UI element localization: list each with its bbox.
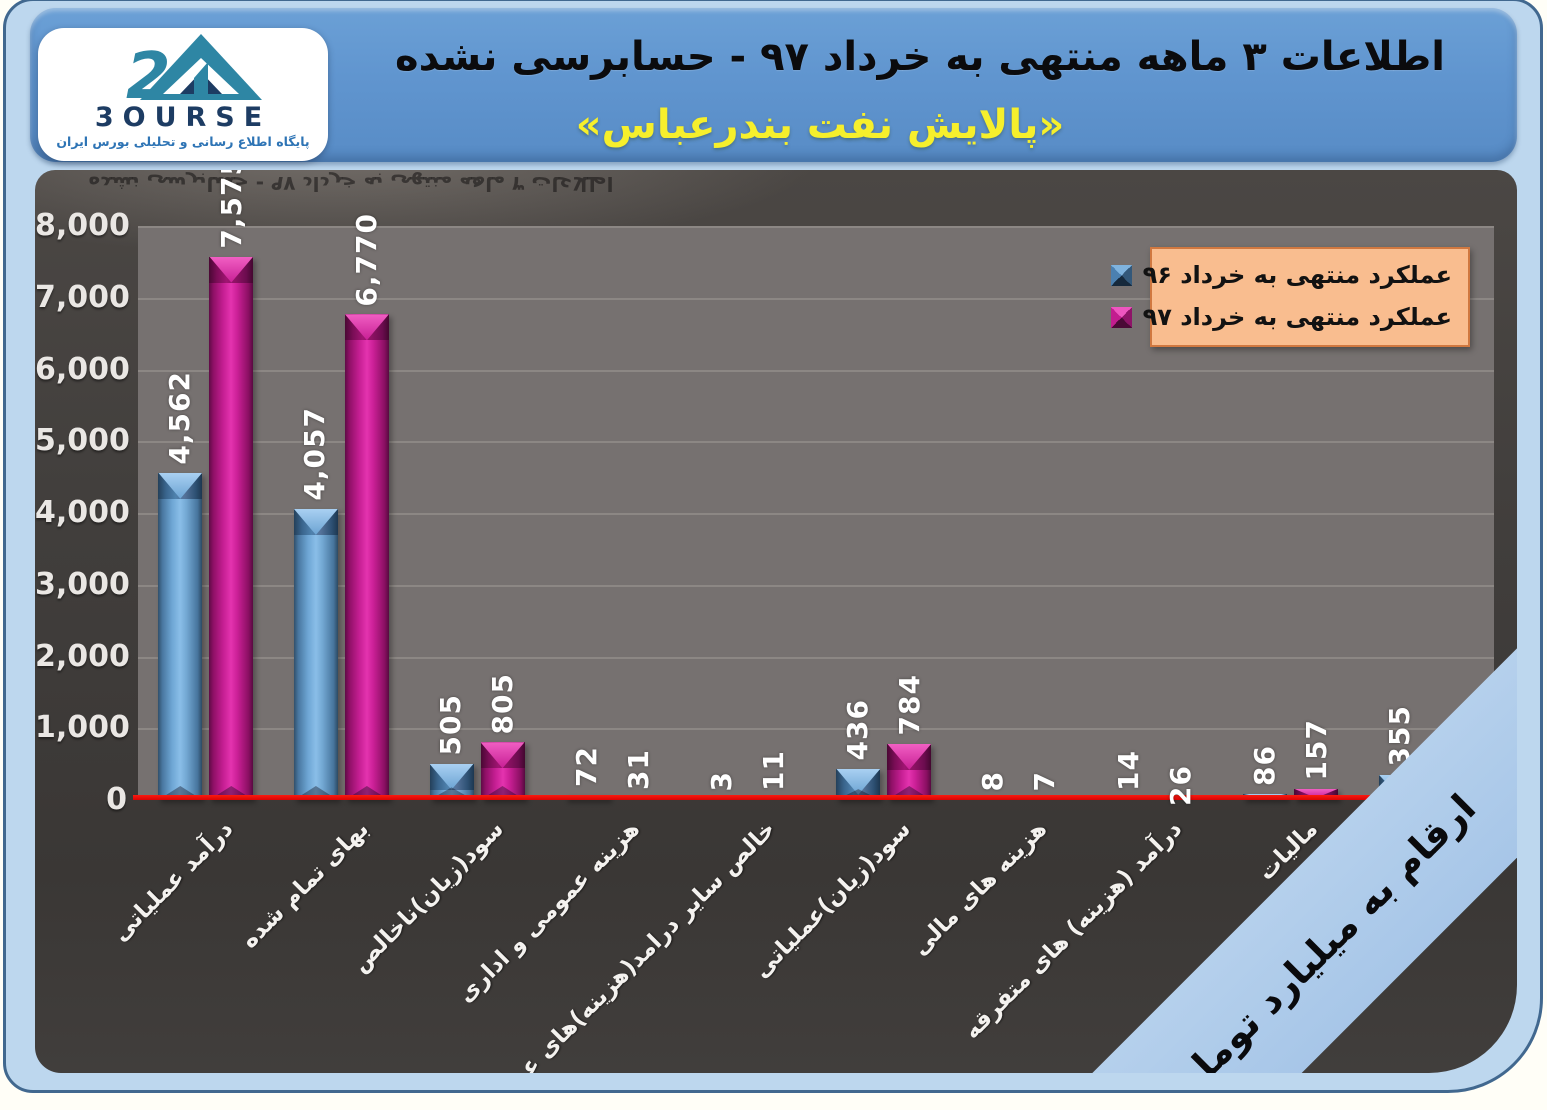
bar-pyramid-base	[836, 789, 881, 800]
bourse24-tagline: پایگاه اطلاع رسانی و تحلیلی بورس ایران	[56, 134, 310, 149]
bar-pyramid-cap	[1294, 788, 1339, 798]
bourse24-brand-text: 3OURSE	[94, 102, 272, 133]
value-label-96-4: 72	[569, 745, 603, 787]
value-label-96-1: 4,562	[162, 371, 196, 465]
bar-97-6	[887, 743, 932, 800]
bourse24-logo: 2 3OURSE پایگاه اطلاع رسانی و تحلیلی بور…	[38, 28, 328, 161]
units-ribbon-text: ارقام به میلیارد تومان	[1161, 785, 1485, 1073]
y-tick-6,000: 6,000	[35, 351, 130, 387]
bar-pyramid-cap	[480, 742, 525, 769]
bar-pyramid-cap	[344, 314, 389, 341]
value-label-96-5: 3	[705, 771, 739, 792]
y-tick-7,000: 7,000	[35, 279, 130, 315]
y-tick-0: 0	[106, 782, 127, 817]
page-subtitle: «پالایش نفت بندرعباس»	[575, 102, 1065, 148]
legend-label-96: عملکرد منتهی به خرداد ۹۶	[1142, 261, 1452, 289]
gridline-3,000	[138, 584, 1494, 587]
bar-96-2	[293, 508, 338, 800]
value-label-96-2: 4,057	[298, 407, 332, 501]
value-label-96-6: 436	[840, 699, 874, 761]
bar-pyramid-cap	[887, 743, 932, 770]
legend-marker-97-icon	[1110, 306, 1132, 328]
legend: عملکرد منتهی به خرداد ۹۶ عملکرد منتهی به…	[1110, 247, 1470, 347]
value-label-96-9: 86	[1247, 744, 1281, 786]
y-tick-2,000: 2,000	[35, 638, 130, 674]
y-tick-3,000: 3,000	[35, 566, 130, 602]
x-axis-line	[133, 795, 1500, 800]
value-label-97-8: 26	[1164, 765, 1197, 807]
legend-item-97: عملکرد منتهی به خرداد ۹۷	[1110, 303, 1452, 331]
bar-96-1	[158, 472, 203, 800]
bar-pyramid-cap	[209, 256, 254, 283]
value-label-97-5: 11	[757, 750, 791, 792]
gridline-4,000	[138, 513, 1494, 515]
bourse24-triangle-icon: 2	[126, 34, 262, 106]
bar-pyramid-cap	[429, 763, 474, 790]
category-label-7: هزینه های مالی	[907, 816, 1052, 961]
value-label-97-4: 31	[621, 748, 655, 790]
bar-96-3	[429, 763, 474, 800]
value-label-97-2: 6,770	[350, 212, 384, 307]
bar-pyramid-cap	[158, 472, 203, 499]
value-label-96-8: 14	[1112, 750, 1145, 791]
value-label-96-7: 8	[976, 770, 1010, 792]
y-tick-5,000: 5,000	[35, 423, 130, 459]
legend-label-97: عملکرد منتهی به خرداد ۹۷	[1142, 303, 1452, 331]
gridline-1,000	[138, 728, 1494, 731]
bar-97-2	[344, 314, 389, 800]
value-label-96-3: 505	[434, 694, 467, 756]
value-label-97-3: 805	[486, 672, 519, 735]
gridline-7,000	[138, 297, 1494, 300]
legend-marker-96-icon	[1110, 264, 1132, 286]
bar-96-6	[836, 768, 881, 800]
y-tick-8,000: 8,000	[35, 208, 130, 243]
chart-panel: اطلاعات ۳ ماهه منتهی به خرداد ۹۷ - حسابر…	[35, 170, 1517, 1073]
value-label-97-7: 7	[1028, 771, 1062, 792]
category-label-2: بهای تمام شده	[236, 816, 374, 954]
gridline-5,000	[138, 441, 1494, 444]
bar-97-1	[209, 256, 254, 800]
value-label-97-6: 784	[892, 674, 926, 736]
gridline-6,000	[138, 369, 1494, 372]
bar-97-3	[480, 742, 525, 800]
gridline-8,000	[138, 226, 1494, 228]
y-tick-1,000: 1,000	[35, 710, 130, 746]
category-label-3: سود(زیان)ناخالص	[347, 816, 510, 978]
category-label-6: سود(زیان)عملیاتی	[748, 816, 917, 984]
y-tick-4,000: 4,000	[35, 495, 130, 530]
category-label-8: درآمد (هزینه) های متفرقه	[959, 816, 1188, 1045]
value-label-97-9: 157	[1299, 719, 1333, 781]
value-label-97-1: 7,575	[214, 170, 248, 249]
legend-item-96: عملکرد منتهی به خرداد ۹۶	[1110, 261, 1452, 289]
page-title: اطلاعات ۳ ماهه منتهی به خرداد ۹۷ - حسابر…	[394, 34, 1446, 80]
reflected-title-watermark: اطلاعات ۳ ماهه منتهی به خرداد ۹۷ - حسابر…	[88, 172, 614, 196]
category-label-1: درآمد عملیاتی	[107, 816, 239, 947]
bar-pyramid-cap	[293, 508, 338, 535]
gridline-2,000	[138, 656, 1494, 659]
bar-pyramid-cap	[836, 768, 881, 795]
